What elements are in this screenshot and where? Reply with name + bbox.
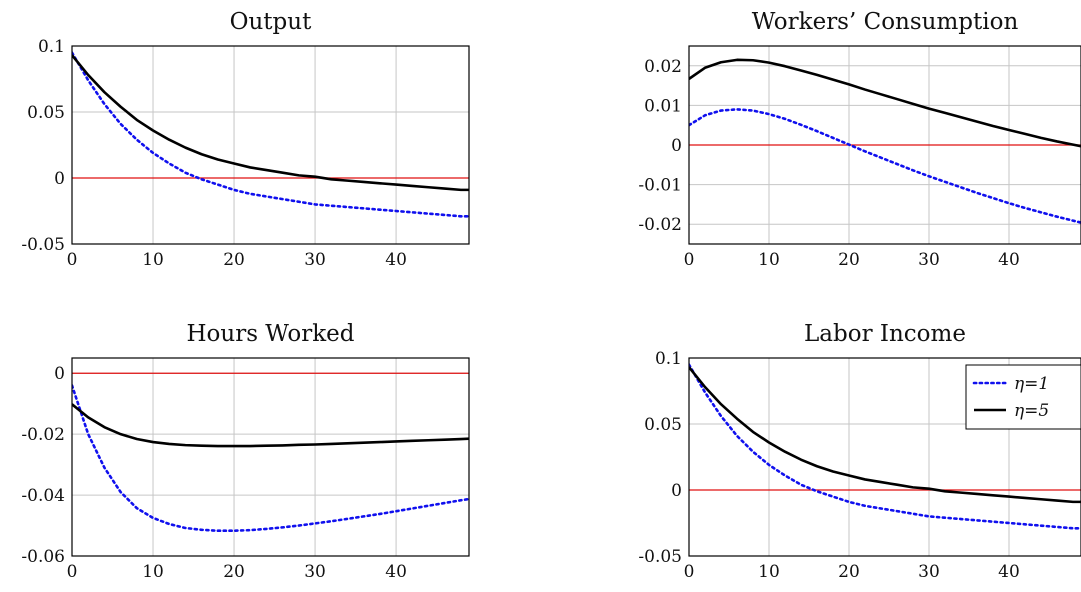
workers-consumption-y-tick-label: -0.02 [638, 215, 682, 235]
hours-worked-series-eta1 [72, 384, 469, 533]
hours-worked-x-tick-label: 0 [67, 562, 78, 582]
labor-income-x-tick-label: 40 [998, 562, 1020, 582]
workers-consumption-x-tick-label: 0 [684, 250, 695, 270]
output-y-tick-label: 0.05 [27, 103, 65, 123]
labor-income-title: Labor Income [804, 321, 966, 347]
workers-consumption-frame [688, 45, 1081, 245]
output-x-tick-label: 40 [385, 250, 407, 270]
hours-worked-panel: 0 10 20 30 40 -0.06 -0.04 -0.02 0 Hours Worked [21, 321, 470, 582]
hours-worked-title: Hours Worked [186, 321, 354, 347]
labor-income-series-eta5 [689, 366, 1081, 504]
hours-worked-x-tick-label: 30 [304, 562, 326, 582]
labor-income-x-tick-label: 0 [684, 562, 695, 582]
hours-worked-y-tick-label: 0 [54, 364, 65, 384]
workers-consumption-x-tick-label: 30 [918, 250, 940, 270]
workers-consumption-x-tick-label: 10 [758, 250, 780, 270]
legend-label-eta1: η=1 [1014, 374, 1049, 394]
hours-worked-x-tick-label: 20 [223, 562, 245, 582]
output-x-tick-label: 10 [142, 250, 164, 270]
workers-consumption-x-tick-label: 40 [998, 250, 1020, 270]
hours-worked-frame [71, 357, 470, 557]
output-x-tick-label: 30 [304, 250, 326, 270]
output-title: Output [230, 9, 312, 35]
output-y-tick-label: 0.1 [38, 37, 65, 57]
labor-income-series-eta1 [689, 363, 1081, 530]
labor-income-y-tick-label: -0.05 [638, 547, 682, 567]
output-series-eta1 [72, 51, 469, 218]
labor-income-y-tick-label: 0 [671, 481, 682, 501]
labor-income-x-tick-label: 20 [838, 562, 860, 582]
labor-income-y-tick-label: 0.05 [644, 415, 682, 435]
workers-consumption-y-tick-label: 0.01 [644, 96, 682, 116]
labor-income-legend: η=1η=5 [965, 364, 1081, 430]
output-x-tick-label: 20 [223, 250, 245, 270]
labor-income-y-tick-label: 0.1 [655, 349, 682, 369]
labor-income-x-tick-label: 10 [758, 562, 780, 582]
workers-consumption-series-eta1 [689, 108, 1081, 224]
output-series-eta5 [72, 54, 469, 192]
hours-worked-x-tick-label: 10 [142, 562, 164, 582]
output-y-tick-label: 0 [54, 169, 65, 189]
workers-consumption-panel: 0 10 20 30 40 -0.02 -0.01 0 0.01 0.02 Workers’ Con… [638, 9, 1081, 270]
hours-worked-series-eta5 [72, 403, 469, 448]
labor-income-x-tick-label: 30 [918, 562, 940, 582]
output-y-tick-label: -0.05 [21, 235, 65, 255]
legend-box [965, 364, 1081, 430]
workers-consumption-y-tick-label: 0.02 [644, 57, 682, 77]
output-frame [71, 45, 470, 245]
legend-label-eta5: η=5 [1014, 401, 1049, 421]
workers-consumption-x-tick-label: 20 [838, 250, 860, 270]
hours-worked-x-tick-label: 40 [385, 562, 407, 582]
workers-consumption-series-eta5 [689, 58, 1081, 148]
hours-worked-y-tick-label: -0.06 [21, 547, 65, 567]
hours-worked-y-tick-label: -0.04 [21, 486, 65, 506]
workers-consumption-y-tick-label: -0.01 [638, 176, 682, 196]
labor-income-frame [688, 357, 1081, 557]
workers-consumption-y-tick-label: 0 [671, 136, 682, 156]
output-x-tick-label: 0 [67, 250, 78, 270]
hours-worked-y-tick-label: -0.02 [21, 425, 65, 445]
workers-consumption-title: Workers’ Consumption [752, 9, 1019, 35]
